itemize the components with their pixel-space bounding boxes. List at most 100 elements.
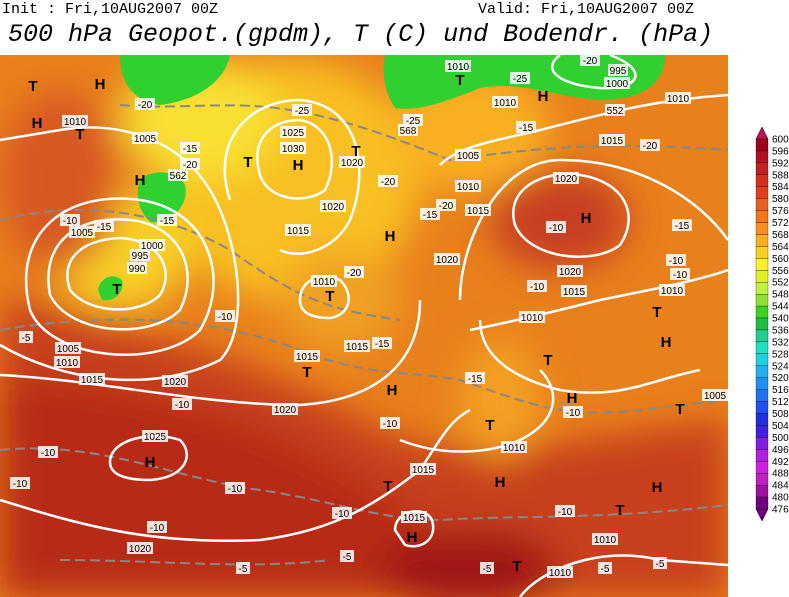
contour-label: 990 <box>129 264 146 275</box>
contour-label: 1010 <box>549 568 572 579</box>
contour-label: -20 <box>183 160 198 171</box>
contour-label: 1015 <box>346 342 369 353</box>
colorbar-label: 528 <box>772 349 789 360</box>
contour-label: 562 <box>170 171 187 182</box>
label-box <box>608 64 628 76</box>
pressure-center: T <box>675 401 684 418</box>
colorbar-swatch <box>755 365 769 378</box>
label-box <box>445 60 471 72</box>
colorbar-label: 500 <box>772 433 789 444</box>
colorbar-swatch <box>755 270 769 283</box>
colorbar-swatch <box>755 496 769 510</box>
contour-label: -5 <box>656 559 665 570</box>
pressure-center: H <box>538 88 549 105</box>
contour-label: 1005 <box>457 151 480 162</box>
label-box <box>563 406 583 418</box>
contour-label: -15 <box>423 210 438 221</box>
contour-label: 1025 <box>144 432 167 443</box>
label-box <box>403 114 423 126</box>
colorbar-label: 476 <box>772 505 789 516</box>
contour-label: -25 <box>406 116 421 127</box>
colorbar-swatch <box>755 234 769 247</box>
colorbar-swatch <box>755 461 769 474</box>
pressure-center: H <box>145 454 156 471</box>
contour-label: 1000 <box>141 241 164 252</box>
colorbar-label: 484 <box>772 481 789 492</box>
pressure-center: T <box>243 154 252 171</box>
pressure-center: T <box>75 126 84 143</box>
contour-label: 1020 <box>322 202 345 213</box>
label-box <box>401 511 427 523</box>
contour-label: -15 <box>675 221 690 232</box>
label-box <box>455 180 481 192</box>
colorbar-swatch <box>755 317 769 331</box>
colorbar-swatch <box>755 258 769 271</box>
label-box <box>598 562 612 574</box>
contour-label: -10 <box>669 256 684 267</box>
label-box <box>455 149 481 161</box>
label-box <box>465 372 485 384</box>
colorbar-swatch <box>755 174 769 187</box>
colorbar-label: 508 <box>772 409 789 420</box>
contour-label: 1020 <box>129 544 152 555</box>
contour-label: 1020 <box>555 174 578 185</box>
colorbar-swatch <box>755 341 769 354</box>
label-box <box>168 169 188 181</box>
label-box <box>225 482 245 494</box>
colorbar-swatch <box>755 305 769 319</box>
label-box <box>10 477 30 489</box>
contour-label: -10 <box>673 270 688 281</box>
colorbar-label: 580 <box>772 194 789 205</box>
label-box <box>215 310 235 322</box>
label-box <box>280 142 306 154</box>
label-box <box>272 403 298 415</box>
pressure-center: T <box>351 143 360 160</box>
label-box <box>465 204 491 216</box>
colorbar-label: 600 <box>772 135 789 146</box>
pressure-center: H <box>385 228 396 245</box>
label-box <box>501 441 527 453</box>
cold-core <box>98 276 123 301</box>
label-box <box>340 550 354 562</box>
contour-label: 1020 <box>164 377 187 388</box>
label-box <box>702 389 728 401</box>
contour-label: -5 <box>601 564 610 575</box>
colorbar-swatch <box>755 377 769 390</box>
contour-label: -10 <box>335 509 350 520</box>
contour-label: 995 <box>132 251 149 262</box>
label-box <box>62 115 88 127</box>
contour-label: -15 <box>519 123 534 134</box>
label-box <box>180 158 200 170</box>
contour-label: -5 <box>483 564 492 575</box>
pressure-center: H <box>661 334 672 351</box>
colorbar-swatch <box>755 401 769 414</box>
label-box <box>527 280 547 292</box>
contour-label: 1000 <box>606 79 629 90</box>
colorbar-swatch <box>755 198 769 211</box>
label-box <box>139 239 165 251</box>
contour-label: 1010 <box>447 62 470 73</box>
colorbar-label: 512 <box>772 397 789 408</box>
colorbar-swatch <box>755 138 769 152</box>
label-box <box>332 507 352 519</box>
contour-label: -15 <box>468 374 483 385</box>
label-box <box>557 265 583 277</box>
label-box <box>561 285 587 297</box>
contour-label: -10 <box>218 312 233 323</box>
contour-label: 1010 <box>667 94 690 105</box>
colorbar-swatch <box>755 413 769 426</box>
label-box <box>599 134 625 146</box>
pressure-center: H <box>495 474 506 491</box>
contour-label: -20 <box>583 56 598 67</box>
label-box <box>659 284 685 296</box>
label-box <box>480 562 494 574</box>
label-box <box>666 254 686 266</box>
colorbar-swatch <box>755 437 769 450</box>
label-box <box>670 268 690 280</box>
colorbar-label: 488 <box>772 469 789 480</box>
label-box <box>157 214 177 226</box>
label-box <box>311 275 337 287</box>
contour-label: -25 <box>295 106 310 117</box>
colorbar-swatch <box>755 484 769 498</box>
label-box <box>236 562 250 574</box>
